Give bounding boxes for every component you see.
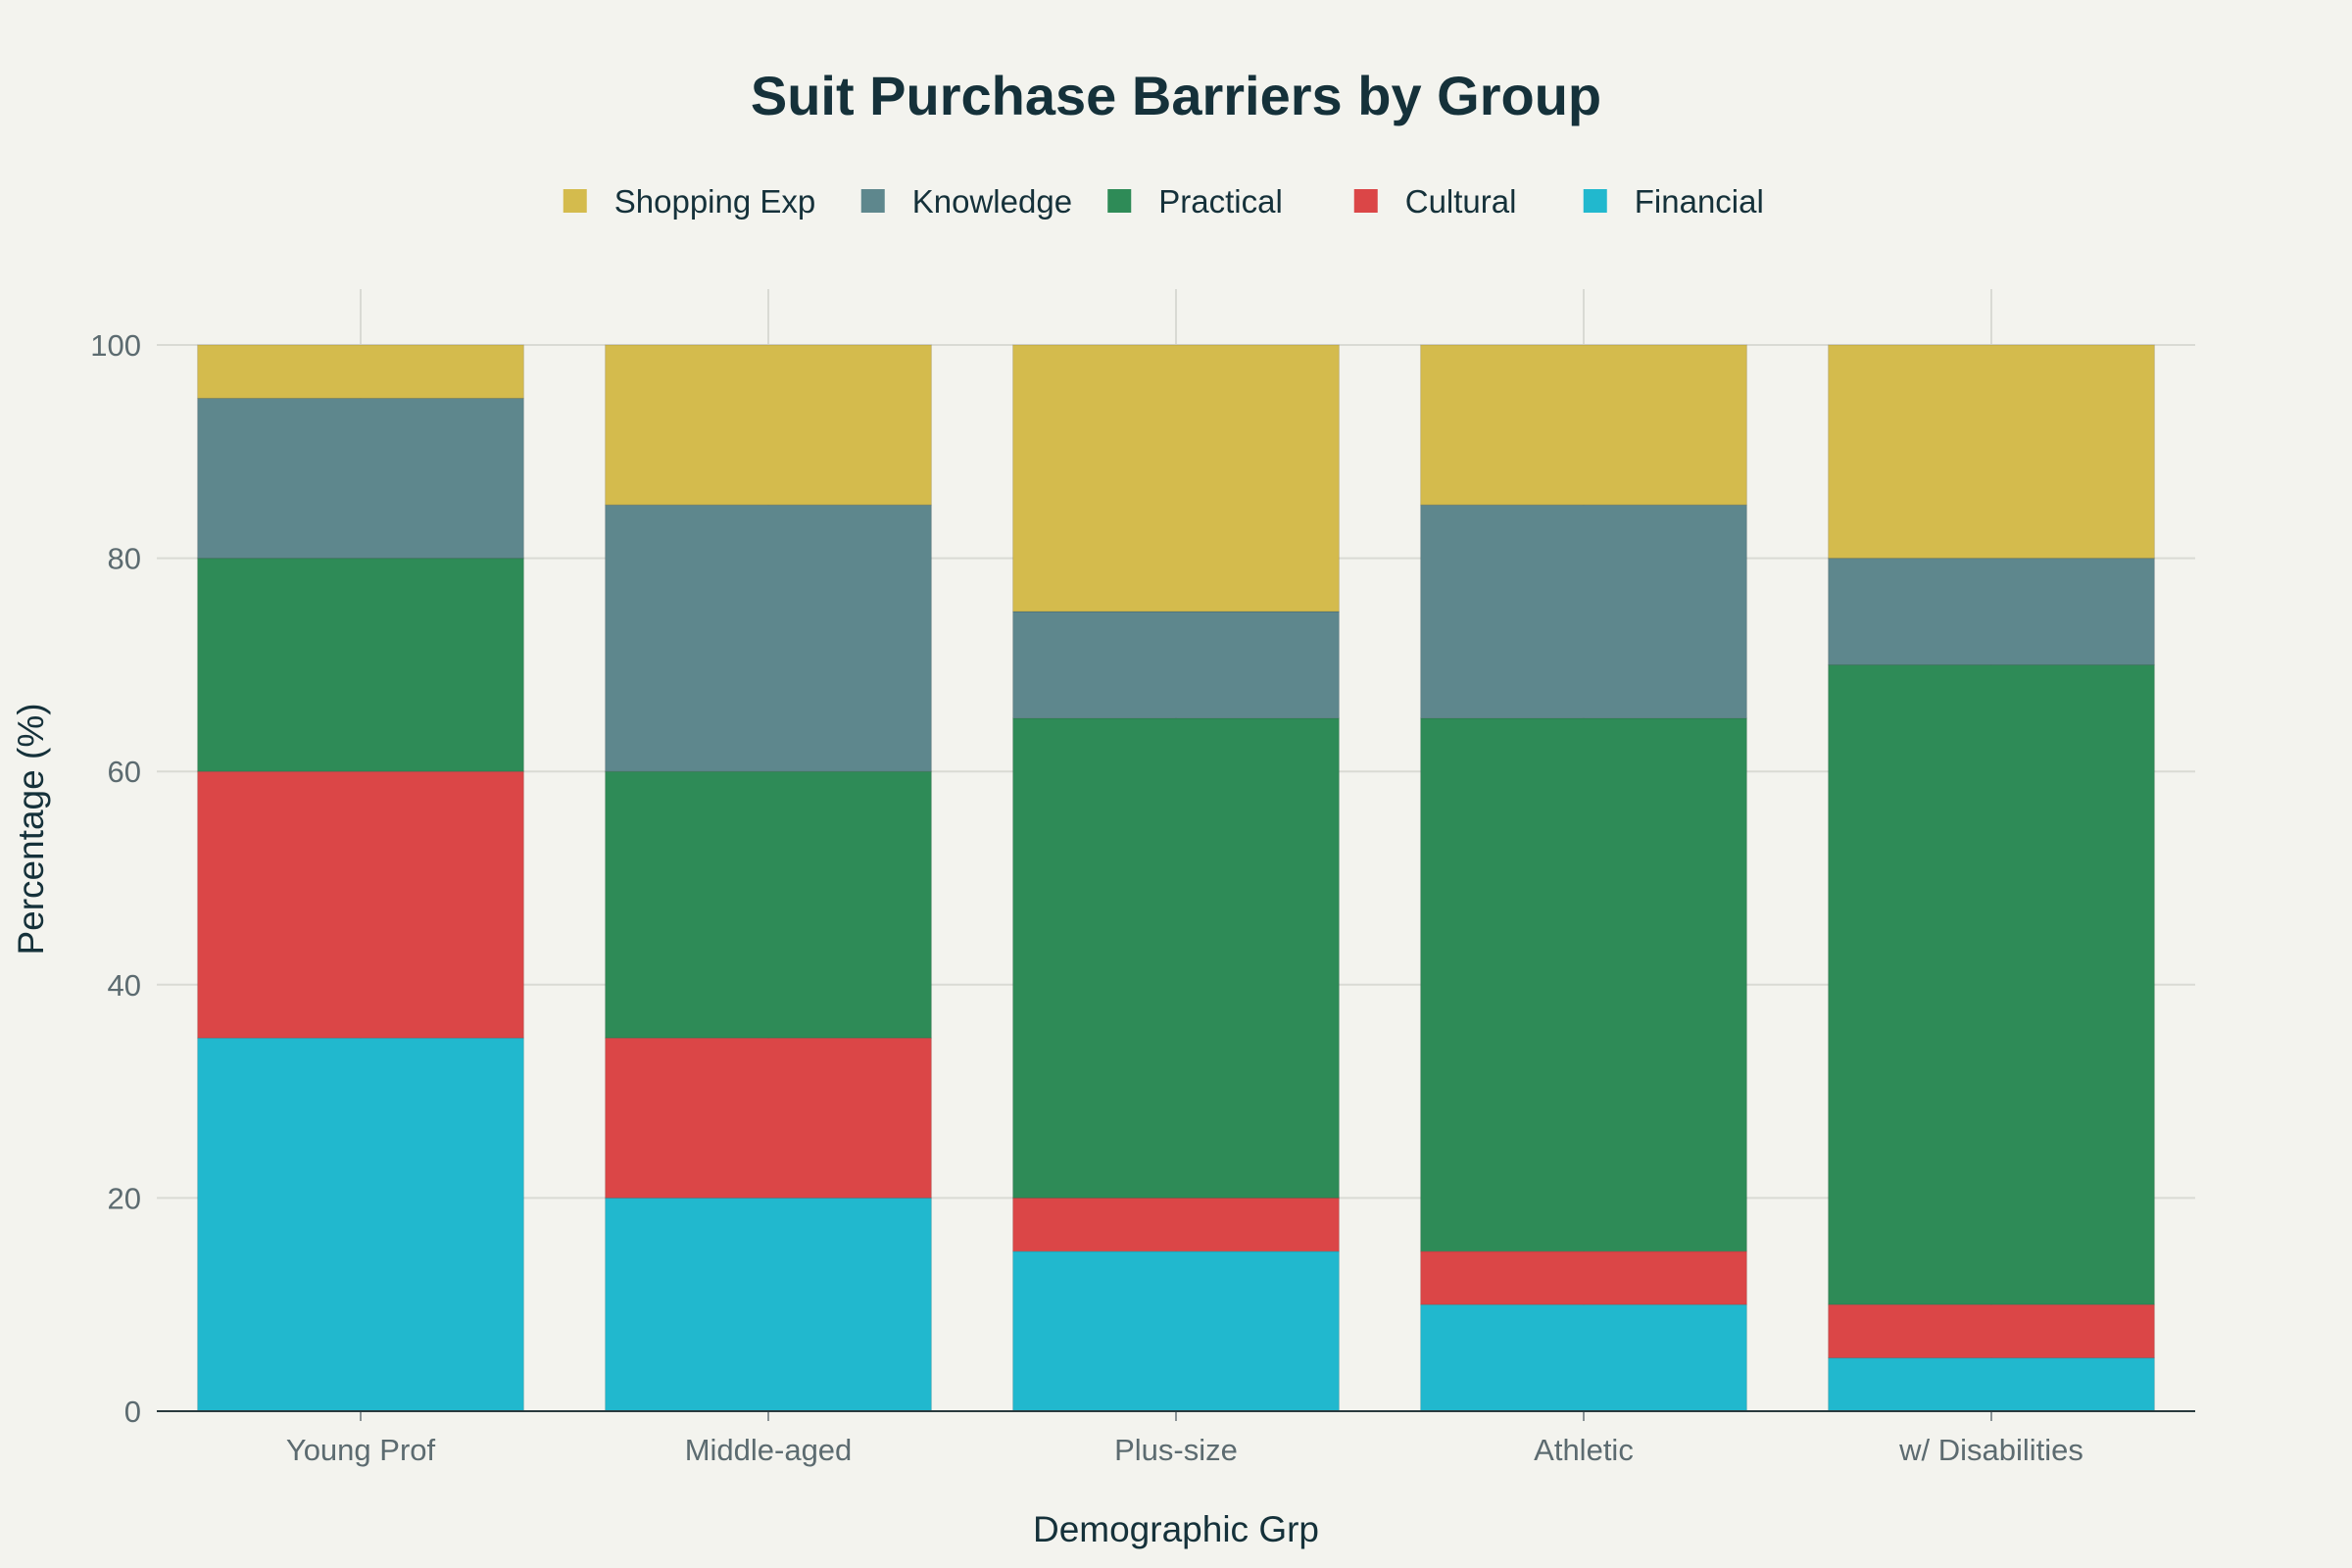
bar-segment-shopping-exp-middle-aged: [605, 344, 932, 506]
bar-segment-knowledge-young-prof: [197, 397, 524, 560]
bar-segment-financial-plus-size: [1012, 1250, 1340, 1412]
x-tick-label: Athletic: [1534, 1433, 1634, 1467]
legend-label: Shopping Exp: [614, 183, 816, 220]
bar-segment-financial-middle-aged: [605, 1197, 932, 1412]
x-axis-title: Demographic Grp: [1033, 1509, 1319, 1549]
y-axis-title: Percentage (%): [11, 703, 51, 955]
legend-label: Financial: [1635, 183, 1764, 220]
bar-segment-shopping-exp-plus-size: [1012, 344, 1340, 612]
legend-item-practical: Practical: [1107, 183, 1283, 220]
x-tick-label: Young Prof: [286, 1433, 436, 1467]
bar-segment-practical-athletic: [1420, 717, 1747, 1252]
bar-segment-shopping-exp-w-disabilities: [1828, 344, 2155, 560]
bar-segment-cultural-w-disabilities: [1828, 1303, 2155, 1359]
legend-label: Practical: [1158, 183, 1283, 220]
legend-label: Cultural: [1405, 183, 1517, 220]
y-tick-label: 40: [108, 968, 141, 1003]
bar-segment-practical-w-disabilities: [1828, 663, 2155, 1305]
axes: 0 20 40 60 80 100 Young Prof Middle-aged Plus-si…: [90, 328, 2195, 1467]
legend: Shopping Exp Knowledge Practical Cultural Fi…: [563, 183, 1764, 220]
bar-segment-cultural-plus-size: [1012, 1197, 1340, 1252]
bar-segment-knowledge-middle-aged: [605, 504, 932, 772]
legend-swatch: [563, 189, 587, 213]
bar-segment-knowledge-w-disabilities: [1828, 558, 2155, 665]
bar-segment-knowledge-plus-size: [1012, 611, 1340, 719]
chart-title: Suit Purchase Barriers by Group: [751, 65, 1601, 126]
x-tick-label: Middle-aged: [685, 1433, 853, 1467]
bar-segment-practical-middle-aged: [605, 770, 932, 1039]
y-tick-label: 20: [108, 1181, 141, 1215]
bar-segment-shopping-exp-young-prof: [197, 344, 524, 399]
legend-swatch: [1353, 189, 1378, 213]
y-tick-label: 60: [108, 755, 141, 789]
bar-segment-financial-athletic: [1420, 1303, 1747, 1412]
legend-item-knowledge: Knowledge: [860, 183, 1072, 220]
legend-swatch: [860, 189, 885, 213]
x-tick-label: w/ Disabilities: [1898, 1433, 2083, 1467]
y-tick-label: 80: [108, 542, 141, 576]
bars: [197, 344, 2155, 1412]
bar-segment-financial-w-disabilities: [1828, 1357, 2155, 1412]
y-tick-label: 100: [90, 328, 141, 363]
legend-item-shopping-exp: Shopping Exp: [563, 183, 816, 220]
legend-item-financial: Financial: [1583, 183, 1764, 220]
bar-segment-practical-young-prof: [197, 558, 524, 772]
bar-segment-financial-young-prof: [197, 1037, 524, 1412]
bar-segment-shopping-exp-athletic: [1420, 344, 1747, 506]
y-tick-label: 0: [124, 1395, 141, 1429]
bar-segment-cultural-athletic: [1420, 1250, 1747, 1305]
x-tick-label: Plus-size: [1114, 1433, 1238, 1467]
legend-swatch: [1107, 189, 1132, 213]
legend-swatch: [1583, 189, 1607, 213]
bar-segment-knowledge-athletic: [1420, 504, 1747, 719]
bar-segment-cultural-young-prof: [197, 770, 524, 1039]
bar-segment-practical-plus-size: [1012, 717, 1340, 1199]
bar-segment-cultural-middle-aged: [605, 1037, 932, 1199]
legend-item-cultural: Cultural: [1353, 183, 1517, 220]
legend-label: Knowledge: [912, 183, 1072, 220]
